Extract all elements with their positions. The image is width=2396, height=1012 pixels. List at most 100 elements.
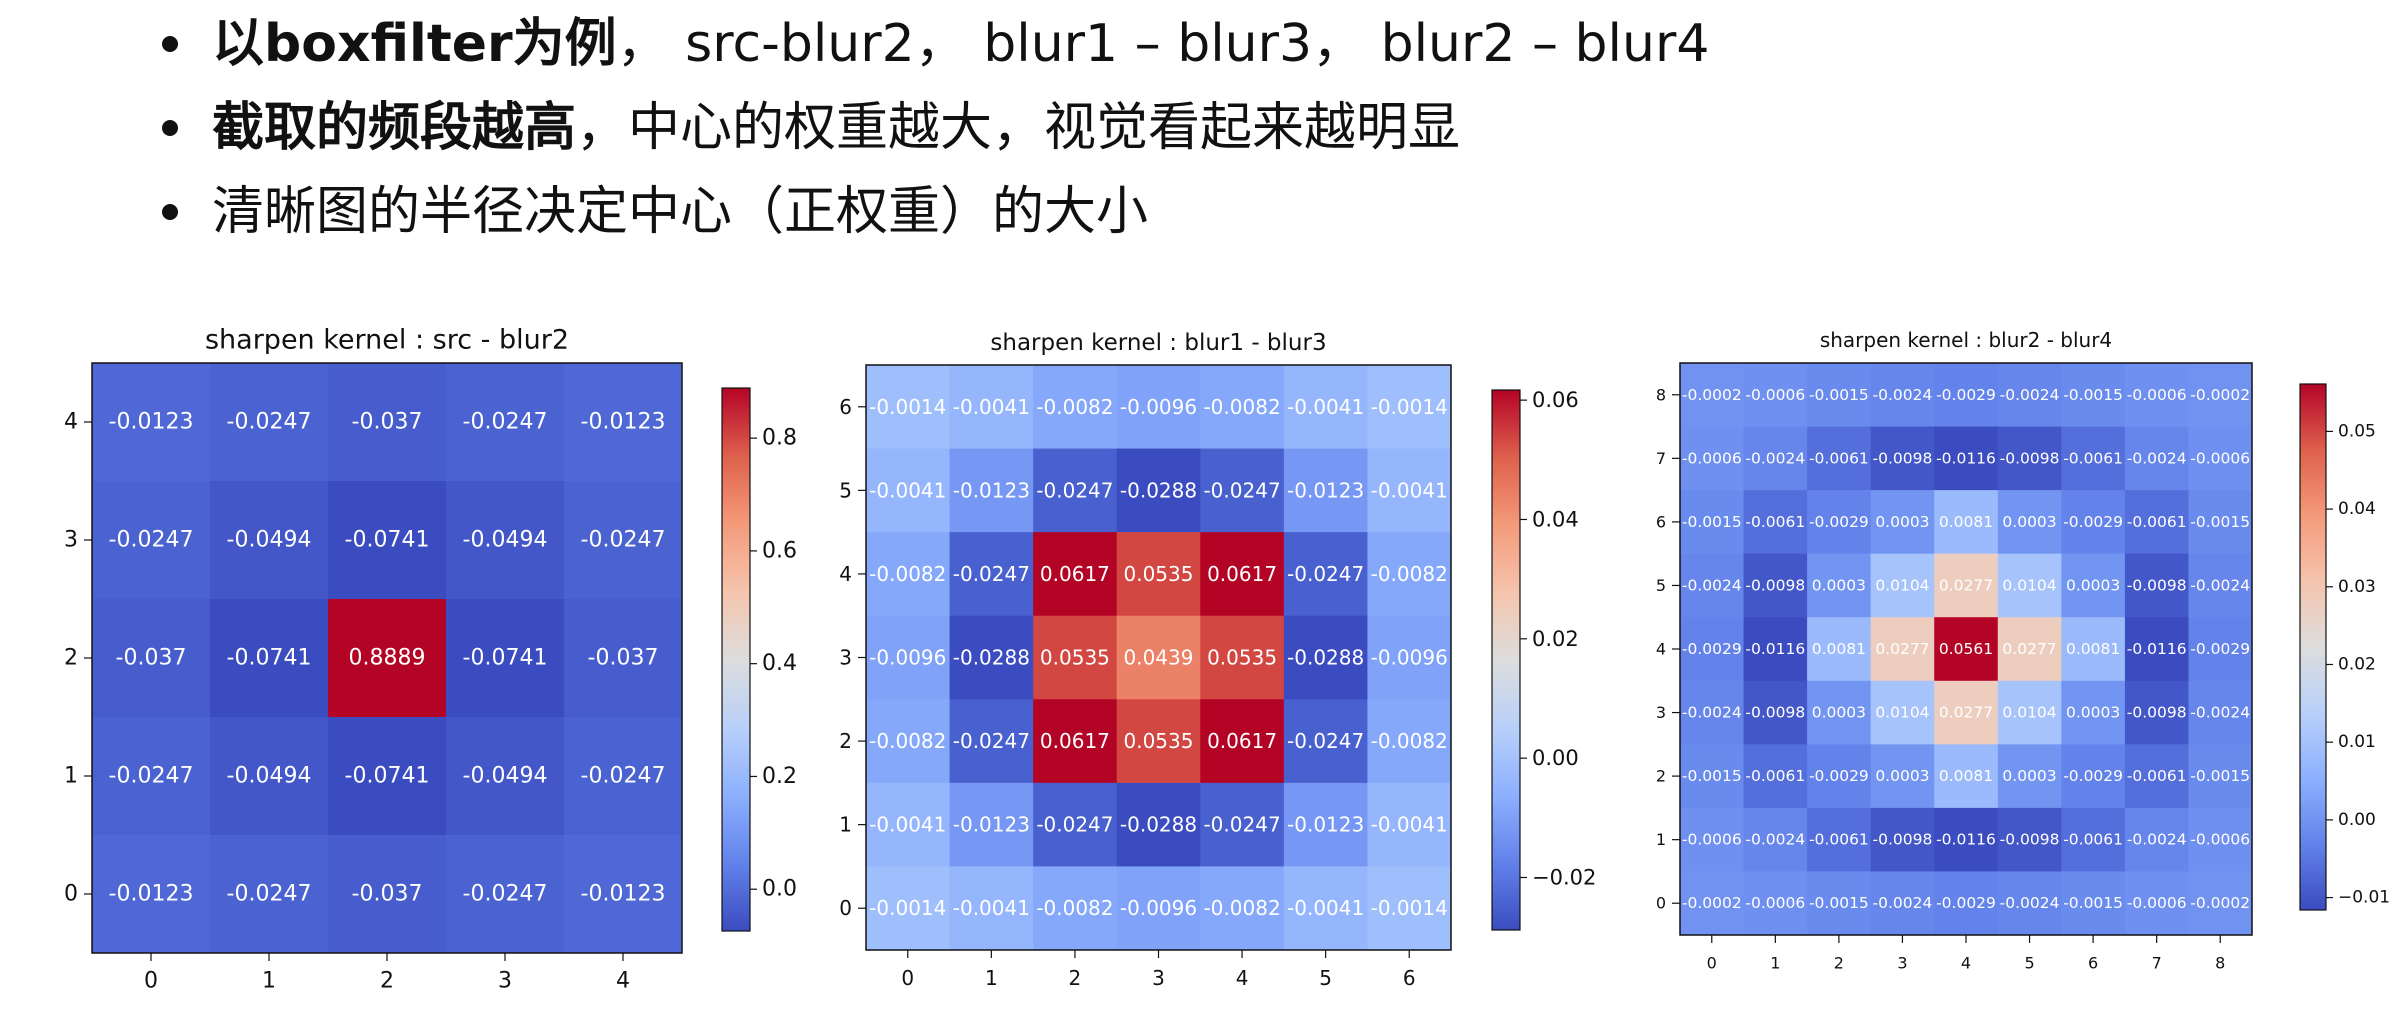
y-tick-label: 5: [1656, 576, 1666, 595]
heatmap-cell: [1367, 365, 1452, 450]
cell-value-label: -0.0061: [1809, 449, 1869, 467]
heatmap-cell: [564, 599, 683, 718]
heatmap-cell: [1997, 744, 2062, 809]
heatmap-cell: [1680, 617, 1745, 682]
y-tick-label: 3: [839, 646, 852, 670]
heatmap-cell: [1680, 744, 1745, 809]
heatmap-cell: [210, 599, 329, 718]
heatmap-cell: [2124, 871, 2189, 936]
y-tick-label: 7: [1656, 449, 1666, 468]
cell-value-label: 0.0003: [2002, 513, 2056, 531]
heatmap-cell: [1743, 617, 1808, 682]
cell-value-label: -0.0247: [1203, 478, 1280, 502]
heatmap-cell: [1870, 426, 1935, 491]
cell-value-label: -0.0015: [2063, 386, 2123, 404]
heatmap-cell: [949, 615, 1034, 700]
heatmap-cell: [2124, 617, 2189, 682]
x-tick-label: 5: [2024, 954, 2034, 973]
x-tick-label: 8: [2215, 954, 2225, 973]
heatmap-cell: [1997, 553, 2062, 618]
cell-value-label: 0.0104: [2002, 704, 2056, 722]
heatmap-cell: [446, 599, 565, 718]
cell-value-label: -0.0041: [869, 478, 946, 502]
cell-value-label: 0.0439: [1124, 646, 1194, 670]
colorbar-tick-label: 0.2: [762, 764, 797, 789]
bullet-dot-icon: [162, 204, 178, 220]
heatmap-cell: [1283, 532, 1368, 617]
heatmap-cell: [328, 835, 447, 954]
cell-value-label: -0.0123: [953, 813, 1030, 837]
heatmap-cell: [1743, 807, 1808, 872]
heatmap-cell: [1807, 426, 1872, 491]
cell-value-label: -0.0024: [1745, 831, 1805, 849]
x-tick-label: 0: [901, 966, 914, 990]
heatmap-cell: [1283, 365, 1368, 450]
cell-value-label: -0.0494: [463, 764, 548, 789]
cell-value-label: -0.0024: [2000, 894, 2060, 912]
heatmap-cell: [210, 363, 329, 482]
heatmap-cell: [1934, 363, 1999, 428]
heatmap-cell: [1870, 680, 1935, 745]
cell-value-label: -0.0006: [1745, 386, 1805, 404]
cell-value-label: -0.0024: [1873, 386, 1933, 404]
cell-value-label: -0.0015: [1682, 513, 1742, 531]
cell-value-label: -0.0247: [1287, 729, 1364, 753]
heatmap-cell: [2188, 426, 2253, 491]
cell-value-label: -0.0006: [1682, 449, 1742, 467]
cell-value-label: -0.0061: [2127, 767, 2187, 785]
cell-value-label: -0.0098: [2000, 831, 2060, 849]
cell-value-label: -0.0002: [2190, 894, 2250, 912]
y-tick-label: 3: [64, 528, 78, 553]
heatmap-chart: sharpen kernel : blur2 - blur4-0.0002 -0.…: [1656, 328, 2390, 973]
heatmap-cell: [1680, 871, 1745, 936]
cell-value-label: 0.0617: [1040, 562, 1110, 586]
heatmap-cell: [2188, 871, 2253, 936]
heatmap-cell: [1870, 490, 1935, 555]
cell-value-label: -0.0494: [227, 528, 312, 553]
cell-value-label: -0.0123: [581, 882, 666, 907]
cell-value-label: -0.0006: [2127, 894, 2187, 912]
cell-value-label: -0.0247: [1203, 813, 1280, 837]
y-tick-label: 0: [64, 882, 78, 907]
heatmap-cell: [328, 481, 447, 600]
cell-value-label: -0.0247: [227, 882, 312, 907]
x-tick-label: 1: [985, 966, 998, 990]
cell-value-label: -0.0288: [1287, 646, 1364, 670]
colorbar-tick-label: 0.00: [2338, 810, 2376, 830]
y-tick-label: 2: [64, 646, 78, 671]
y-tick-label: 2: [1656, 767, 1666, 786]
cell-value-label: -0.037: [352, 882, 423, 907]
heatmap-cell: [2061, 363, 2126, 428]
heatmap-cell: [1934, 426, 1999, 491]
heatmap-cell: [1807, 553, 1872, 618]
heatmap-cell: [949, 365, 1034, 450]
cell-value-label: -0.0494: [227, 764, 312, 789]
heatmap-cell: [1934, 490, 1999, 555]
heatmap-cell: [210, 481, 329, 600]
y-tick-label: 3: [1656, 703, 1666, 722]
cell-value-label: -0.0002: [1682, 894, 1742, 912]
heatmap-cell: [1033, 532, 1118, 617]
heatmap-cell: [1283, 782, 1368, 867]
cell-value-label: 0.0277: [1939, 576, 1993, 594]
cell-value-label: 0.0081: [1939, 513, 1993, 531]
cell-value-label: -0.0247: [581, 764, 666, 789]
x-tick-label: 3: [1152, 966, 1165, 990]
cell-value-label: -0.0741: [227, 646, 312, 671]
cell-value-label: -0.0029: [2063, 767, 2123, 785]
cell-value-label: -0.0024: [2127, 831, 2187, 849]
cell-value-label: -0.0061: [2127, 513, 2187, 531]
heatmap-cell: [949, 866, 1034, 951]
heatmap-cell: [1870, 871, 1935, 936]
cell-value-label: -0.0015: [1809, 894, 1869, 912]
heatmap-cell: [1116, 615, 1201, 700]
bullet-list: 以boxfilter为例， src-blur2， blur1 – blur3， …: [162, 2, 1709, 254]
colorbar-tick-label: 0.4: [762, 651, 797, 676]
heatmap-cell: [328, 717, 447, 836]
cell-value-label: -0.037: [588, 646, 659, 671]
cell-value-label: -0.0024: [2190, 704, 2250, 722]
cell-value-label: 0.0003: [1812, 704, 1866, 722]
cell-value-label: -0.0041: [1371, 813, 1448, 837]
heatmap-cell: [2188, 490, 2253, 555]
heatmap-cell: [1680, 363, 1745, 428]
